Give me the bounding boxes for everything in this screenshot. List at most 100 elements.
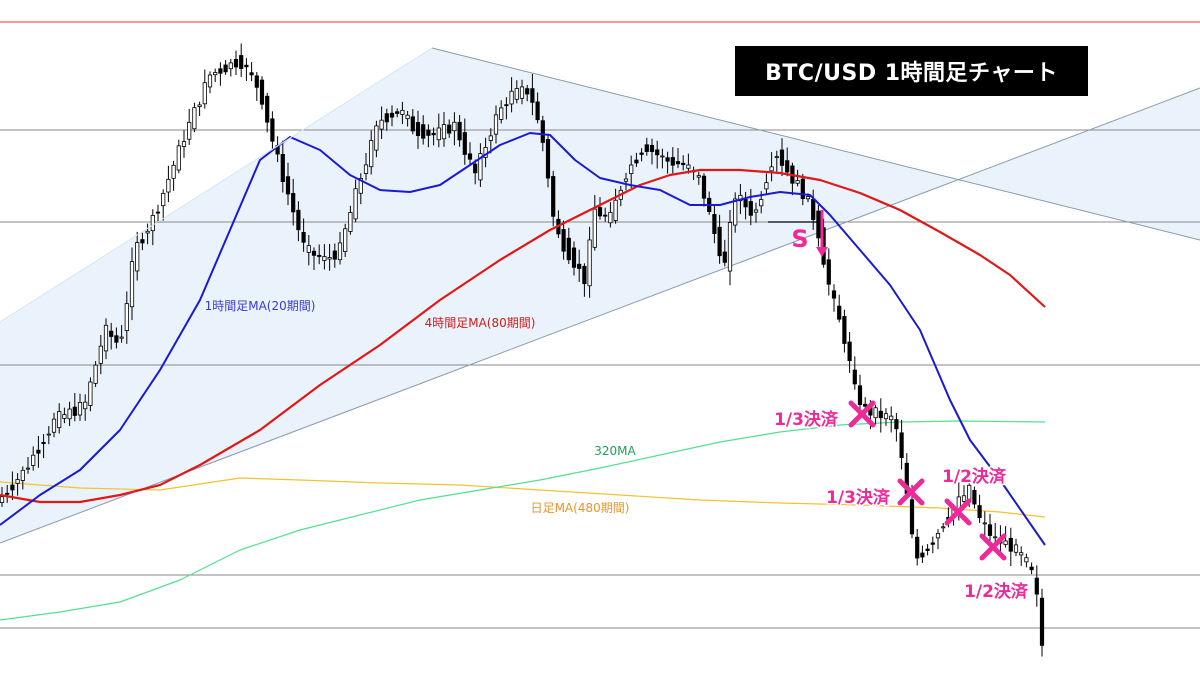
exit-cross [944, 498, 972, 526]
candle-body [161, 192, 166, 207]
exit-cross [848, 400, 876, 428]
candle-body [785, 160, 790, 173]
candle-body [67, 408, 72, 420]
horizontal-lines [0, 129, 1200, 629]
candle-body [213, 72, 218, 76]
candle-body [114, 335, 119, 343]
candle-body [103, 324, 109, 352]
candle-body [410, 116, 415, 132]
candle-body [613, 199, 618, 221]
candle-body [280, 153, 285, 183]
candle-body [1019, 552, 1024, 556]
candle-body [415, 122, 421, 137]
triangle-lower-line [0, 87, 1200, 544]
candle-body [597, 207, 603, 217]
candle-body [395, 111, 400, 114]
candle-body [327, 257, 332, 260]
candle-body [608, 211, 613, 224]
candle-body [863, 403, 868, 407]
candle-body [571, 247, 577, 268]
candle-body [41, 442, 46, 444]
candle-body [941, 526, 946, 529]
candle-body [426, 129, 431, 136]
candle-body [779, 149, 785, 166]
candle-body [478, 153, 483, 181]
candle-body [129, 261, 135, 308]
candle-body [31, 454, 36, 466]
candle-body [306, 245, 311, 253]
candle-body [332, 250, 337, 260]
candle-body [1003, 540, 1008, 545]
candle-body [977, 505, 982, 519]
candle-body [187, 121, 192, 140]
candle-body [857, 385, 863, 406]
candle-body [592, 208, 597, 248]
candle-body [774, 156, 779, 159]
candle-body [889, 415, 894, 421]
candle-body [400, 109, 405, 115]
candle-body [150, 215, 155, 232]
candle-body [987, 524, 993, 536]
ma-label: 4時間足MA(80期間) [425, 316, 536, 330]
candle-body [504, 104, 509, 107]
candle-body [119, 336, 124, 339]
candle-body [712, 214, 717, 234]
candle-body [207, 74, 213, 88]
candle-body [431, 132, 436, 136]
candle-body [379, 119, 384, 130]
candle-body [337, 242, 343, 261]
candle-body [577, 263, 582, 269]
candle-body [72, 406, 77, 416]
candle-body [805, 196, 811, 200]
ma-label: 1時間足MA(20期間) [205, 299, 316, 313]
candle-body [239, 55, 244, 69]
candle-body [993, 536, 998, 539]
candle-body [10, 484, 15, 491]
candle-body [233, 59, 239, 68]
exit-label: 1/3決済 [826, 487, 891, 508]
candle-body [218, 68, 223, 74]
candle-body [265, 95, 270, 123]
triangle-left-edge [0, 47, 433, 323]
candle-body [769, 166, 774, 172]
candle-body [317, 254, 322, 257]
candle-body [457, 121, 462, 141]
candle-body [566, 237, 571, 261]
candle-body [46, 433, 51, 436]
candle-body [852, 369, 857, 385]
candle-body [467, 153, 473, 160]
candle-body [935, 533, 941, 539]
candle-body [530, 88, 535, 103]
candle-body [358, 178, 363, 194]
candle-body [181, 141, 187, 147]
candle-body [925, 548, 930, 551]
candles [0, 43, 1045, 657]
candle-body [878, 410, 883, 419]
candle-body [759, 199, 764, 207]
candle-body [62, 414, 67, 419]
candle-body [655, 149, 660, 156]
exit-label: 1/2決済 [942, 466, 1007, 487]
candle-body [519, 86, 525, 99]
candle-body [20, 469, 25, 481]
candle-body [109, 330, 114, 337]
candle-body [259, 79, 265, 105]
candle-body [961, 495, 967, 502]
candle-body [701, 175, 707, 199]
candle-body [171, 164, 176, 179]
candle-body [166, 178, 171, 193]
candle-body [192, 107, 197, 130]
candle-body [244, 64, 249, 68]
candle-body [1029, 566, 1034, 571]
candle-body [436, 127, 441, 141]
candle-body [223, 64, 228, 73]
candle-body [176, 145, 181, 171]
candle-body [389, 112, 395, 118]
candle-body [847, 341, 852, 362]
short-label: S [791, 225, 808, 253]
candle-body [930, 542, 935, 545]
exit-cross [897, 478, 925, 506]
candle-body [727, 222, 733, 272]
candle-body [1024, 557, 1029, 563]
